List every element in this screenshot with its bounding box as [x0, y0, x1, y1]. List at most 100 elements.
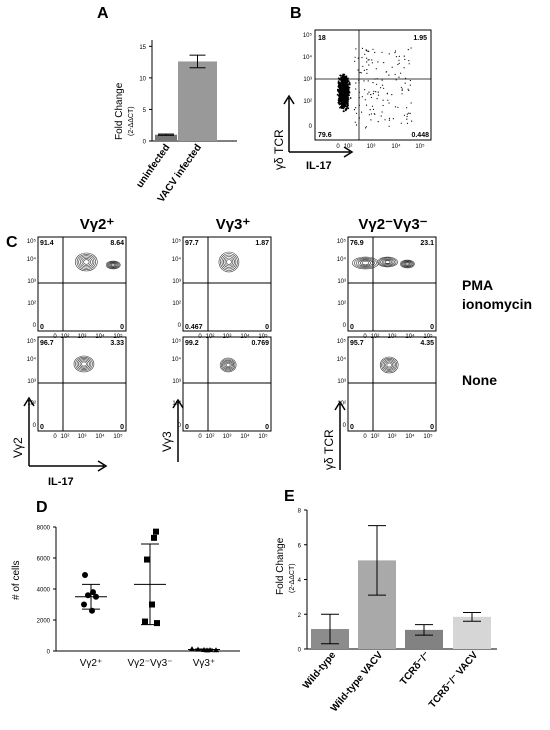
panel-b-event: [348, 82, 351, 84]
panel-b-event: [347, 86, 350, 89]
panel-b-event: [341, 80, 343, 83]
panel-c-row-pma: PMA: [462, 277, 493, 293]
panel-b-event: [370, 119, 372, 121]
contour-line: [401, 260, 414, 268]
panel-e-label: E: [284, 488, 295, 505]
panel-b-event: [347, 88, 350, 91]
panel-e-y-label: Fold Change: [275, 537, 286, 595]
flow-plot-y-tick-label: 10⁴: [172, 356, 182, 363]
flow-plot-y-tick-label: 10³: [27, 279, 36, 285]
flow-plot-y-tick-label: 10⁴: [172, 256, 182, 263]
panel-b-event: [400, 86, 402, 88]
panel-b-x-tick-label: 10⁴: [391, 143, 401, 150]
contour-line: [383, 360, 395, 370]
panel-a-bar: [178, 61, 217, 141]
panel-b-event: [372, 48, 374, 50]
contour-line: [357, 259, 373, 267]
contour-line: [109, 262, 118, 268]
panel-b-event: [341, 105, 344, 108]
panel-b-event: [397, 63, 399, 66]
flow-plot-y-tick-label: 0: [178, 323, 182, 329]
panel-b-event: [343, 101, 345, 104]
flow-plot-q-ll: 0: [40, 324, 44, 331]
flow-plot-q-ll: 0: [185, 424, 189, 431]
panel-b-event: [367, 93, 369, 95]
panel-e-y-tick-label: 4: [298, 578, 302, 584]
flow-plot-q-ll: 0.467: [185, 324, 203, 331]
contour-line: [402, 260, 413, 268]
flow-plot-x-tick-label: 10³: [78, 434, 87, 440]
panel-b-y-label: γδ TCR: [272, 129, 286, 170]
panel-b-event: [342, 83, 345, 86]
flow-plot-y-tick-label: 0: [343, 423, 347, 429]
panel-e-y-tick-label: 2: [298, 613, 302, 619]
panel-b-event: [372, 93, 374, 95]
panel-b-event: [410, 102, 412, 104]
panel-b-event: [374, 78, 376, 80]
panel-b-event: [345, 96, 348, 99]
panel-b-event: [338, 98, 340, 101]
panel-b-event: [409, 79, 411, 82]
flow-plot-q-ur: 0.769: [251, 340, 269, 347]
panel-b-event: [403, 114, 405, 116]
flow-plot-x-tick-label: 10²: [61, 434, 70, 440]
flow-plot-q-lr: 0: [430, 324, 434, 331]
panel-b-y-tick-label: 10²: [303, 99, 312, 105]
panel-c-gd-y-label: γδ TCR: [322, 429, 336, 470]
panel-b-event: [361, 96, 363, 98]
flow-plot-x-tick-label: 10⁵: [423, 433, 433, 440]
panel-a-y-ticks: 0 5 10 15: [139, 45, 152, 146]
panel-b-event: [377, 91, 379, 93]
flow-plot-y-tick-label: 10³: [27, 379, 36, 385]
panel-b-event: [367, 50, 369, 52]
panel-b-event: [340, 82, 343, 85]
panel-b-event: [382, 104, 384, 107]
flow-plot-y-tick-label: 0: [33, 423, 37, 429]
flow-plot-q-ul: 99.2: [185, 340, 199, 347]
flow-plot-frame: [182, 336, 272, 432]
panel-b-event: [364, 99, 366, 101]
panel-b-event: [355, 124, 358, 126]
panel-a: A 0 5 10 15 Fold Change (2-ΔΔCT) uninfected…: [97, 5, 237, 205]
panel-b-y-tick-label: 10⁴: [303, 54, 313, 61]
panel-b-q-lr: 0.448: [411, 132, 429, 139]
contour-line: [380, 258, 395, 266]
flow-plot-y-tick-label: 0: [178, 423, 182, 429]
contour-line: [76, 358, 92, 370]
panel-b-event: [341, 100, 344, 103]
panel-b-event: [342, 103, 345, 106]
panel-b-event: [377, 61, 379, 63]
panel-b-event: [338, 102, 340, 104]
panel-b-event: [355, 88, 357, 90]
panel-b-x-tick-label: 10³: [367, 144, 376, 150]
panel-b-event: [392, 118, 394, 120]
panel-b-event: [366, 57, 368, 59]
panel-d-y-tick-label: 6000: [37, 557, 51, 563]
panel-b-event: [343, 80, 345, 83]
panel-b-event: [347, 107, 350, 110]
panel-c-gd-y-arrow: [334, 400, 346, 470]
panel-b-event: [388, 119, 391, 121]
panel-b-event: [349, 97, 352, 99]
panel-d-point: [149, 601, 155, 608]
contour-line: [225, 362, 231, 368]
panel-d-point: [142, 618, 148, 625]
contour-line: [75, 252, 98, 272]
panel-b-event: [342, 110, 345, 112]
panel-d-point: [82, 572, 88, 579]
panel-e-y-tick-label: 0: [298, 648, 302, 654]
panel-b-event: [381, 111, 383, 113]
panel-d-y-tick-label: 2000: [37, 619, 51, 625]
panel-e-bar: [405, 629, 443, 649]
panel-b-q-ul: 18: [318, 35, 326, 42]
flow-plot-q-ul: 76.9: [350, 240, 364, 247]
panel-d-y-label: # of cells: [11, 561, 22, 600]
panel-a-y-tick-label: 15: [139, 45, 146, 51]
panel-e-y-tick-label: 6: [298, 543, 302, 549]
panel-b-event: [361, 47, 363, 50]
panel-b-event: [388, 53, 390, 55]
panel-b-q-ll: 79.6: [318, 132, 332, 139]
panel-d-point: [153, 528, 159, 535]
flow-plot-x-tick-label: 10³: [223, 434, 232, 440]
